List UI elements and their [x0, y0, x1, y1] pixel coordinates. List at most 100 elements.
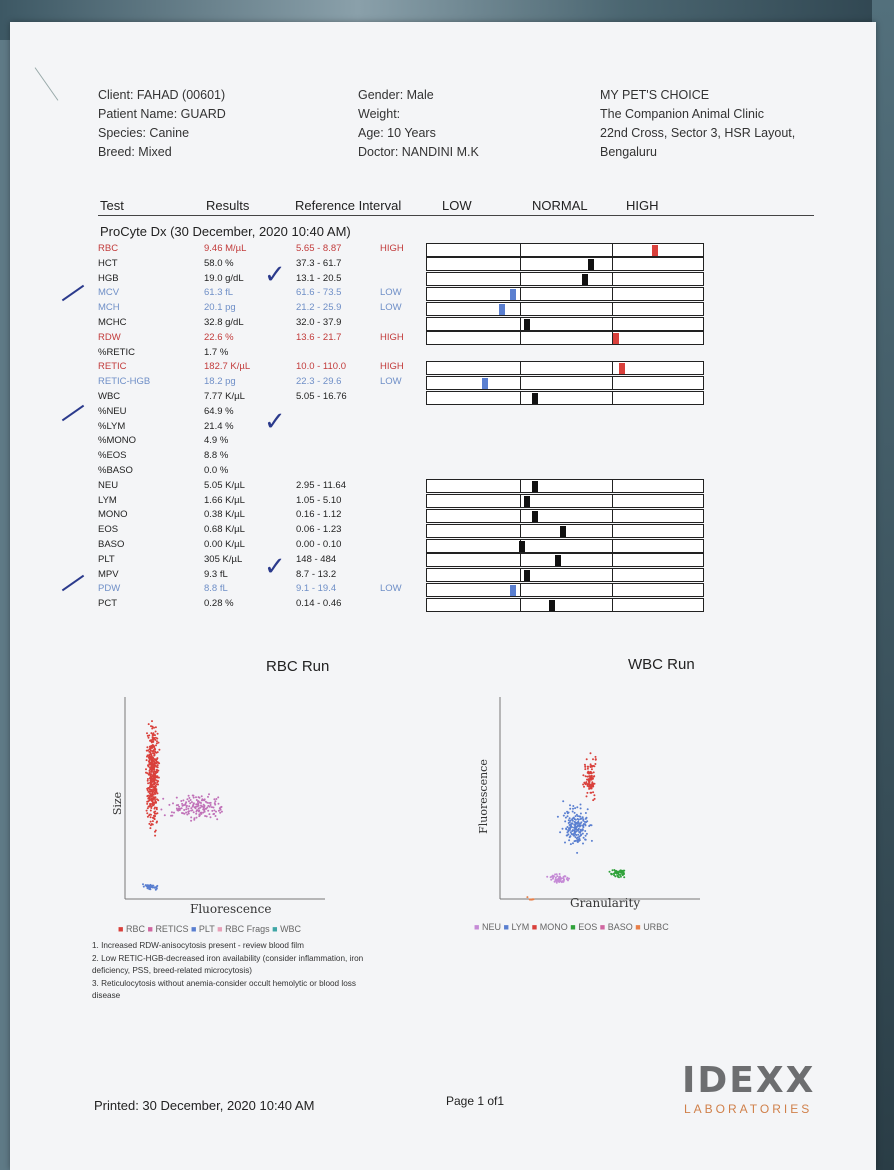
scatter-dot [147, 749, 149, 752]
scatter-dot [155, 779, 158, 782]
scatter-dot [187, 800, 190, 803]
range-divider [612, 376, 613, 389]
scatter-dot [149, 813, 151, 816]
scatter-dot [567, 819, 570, 822]
client-name: Client: FAHAD (00601) [98, 88, 226, 102]
scatter-dot [206, 806, 209, 809]
scatter-dot [584, 783, 587, 786]
scatter-dot [618, 870, 621, 873]
scatter-dot [591, 781, 594, 784]
test-name: %EOS [98, 450, 127, 462]
scatter-dot [202, 808, 205, 811]
scatter-dot [584, 765, 587, 768]
scatter-dot [582, 818, 585, 821]
pencil-mark [34, 67, 59, 101]
result-value: 1.66 K/µL [204, 494, 245, 506]
reference-interval: 22.3 - 29.6 [296, 376, 342, 388]
scatter-dot [146, 807, 149, 810]
scatter-dot [181, 812, 183, 814]
scatter-dot [147, 736, 150, 739]
scatter-dot [190, 819, 193, 822]
result-value: 32.8 g/dL [204, 317, 244, 328]
scatter-dot [594, 755, 597, 758]
range-bar [426, 257, 704, 272]
scatter-dot [156, 737, 159, 740]
result-row: %NEU 64.9 % [10, 405, 430, 420]
scatter-dot [577, 829, 579, 832]
scatter-dot [148, 822, 151, 825]
scatter-dot [194, 807, 197, 810]
scatter-dot [153, 726, 155, 729]
scatter-dot [155, 744, 157, 747]
scatter-dot [145, 884, 148, 887]
scatter-dot [575, 828, 578, 831]
scatter-dot [552, 876, 555, 879]
scatter-dot [151, 761, 154, 763]
range-marker [560, 525, 566, 537]
range-marker [524, 496, 530, 508]
wbc-run-title: WBC Run [628, 656, 695, 673]
scatter-dot [571, 822, 574, 825]
result-row: NEU 5.05 K/µL 2.95 - 11.64 [10, 479, 430, 494]
scatter-dot [580, 834, 582, 837]
range-divider [520, 287, 521, 300]
scatter-dot [201, 798, 204, 801]
scatter-dot [588, 825, 591, 827]
idexx-logo: IDEXX [682, 1060, 816, 1101]
scatter-dot [152, 732, 155, 735]
scatter-dot [154, 801, 157, 804]
scatter-dot [578, 839, 581, 842]
scatter-dot [207, 809, 210, 812]
patient-details: Gender: Male Weight: Age: 10 Years Docto… [358, 86, 479, 162]
range-marker [588, 259, 594, 271]
result-value: 18.2 pg [204, 376, 236, 388]
scatter-dot [154, 792, 157, 795]
scatter-dot [154, 829, 157, 832]
range-divider [520, 509, 521, 522]
reference-interval: 61.6 - 73.5 [296, 287, 342, 299]
scatter-dot [149, 793, 152, 796]
result-row: HCT 58.0 % 37.3 - 61.7 [10, 257, 430, 272]
scatter-dot [146, 778, 149, 780]
scatter-dot [569, 824, 572, 827]
result-value: 4.9 % [204, 435, 229, 447]
result-value: 8.8 % [204, 450, 229, 462]
scatter-dot [620, 869, 623, 872]
range-marker [532, 510, 538, 522]
scatter-dot [569, 835, 572, 838]
scatter-dot [150, 805, 153, 808]
scatter-dot [217, 796, 220, 799]
scatter-dot [211, 809, 214, 812]
scatter-dot [150, 757, 153, 760]
scatter-dot [611, 869, 614, 872]
scatter-dot [567, 822, 570, 824]
scatter-dot [185, 801, 188, 804]
scatter-dot [582, 842, 584, 845]
result-flag: LOW [380, 583, 402, 595]
scatter-dot [576, 839, 579, 842]
result-flag: LOW [380, 376, 402, 388]
scatter-dot [202, 806, 205, 809]
legend-neu: NEU [481, 922, 501, 932]
legend-rbc: RBC [125, 924, 145, 934]
reference-interval: 148 - 484 [296, 553, 337, 565]
scatter-dot [210, 806, 213, 809]
scatter-dot [212, 806, 215, 809]
background-edge [872, 0, 894, 1170]
wbc-scatter-plot [499, 697, 700, 901]
scatter-dot [575, 837, 578, 840]
scatter-dot [152, 793, 155, 796]
scatter-dot [584, 834, 587, 837]
result-flag: HIGH [380, 243, 404, 254]
result-row: %RETIC 1.7 % [10, 346, 430, 361]
scatter-dot [585, 816, 588, 819]
scatter-dot [148, 805, 151, 808]
scatter-dot [551, 874, 554, 877]
scatter-dot [153, 754, 156, 757]
scatter-dot [155, 887, 158, 889]
scatter-dot [151, 820, 154, 823]
scatter-dot [219, 808, 222, 811]
scatter-dot [148, 786, 151, 789]
scatter-dot [178, 805, 181, 808]
scatter-dot [209, 801, 212, 804]
